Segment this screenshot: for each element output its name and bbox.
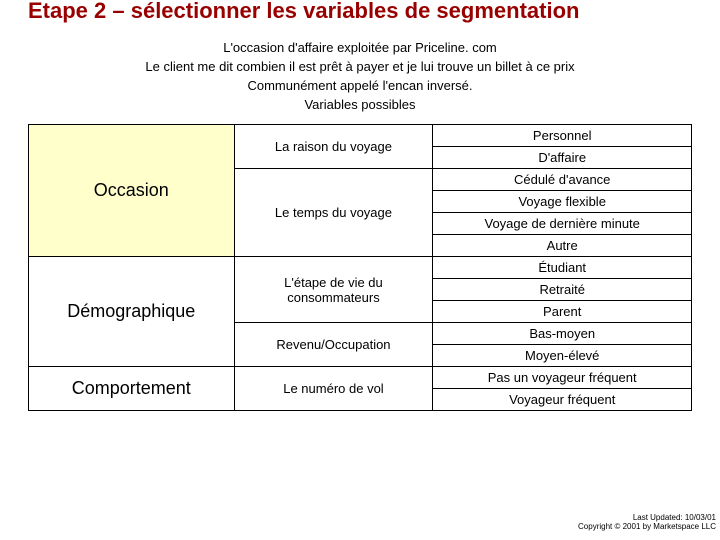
segmentation-table: Occasion La raison du voyage Personnel D… bbox=[28, 124, 692, 411]
value-cedule: Cédulé d'avance bbox=[433, 169, 692, 191]
intro-line: L'occasion d'affaire exploitée par Price… bbox=[28, 39, 692, 58]
value-personnel: Personnel bbox=[433, 125, 692, 147]
value-flexible: Voyage flexible bbox=[433, 191, 692, 213]
value-frequent: Voyageur fréquent bbox=[433, 389, 692, 411]
value-moyen: Moyen-élevé bbox=[433, 345, 692, 367]
mid-temps: Le temps du voyage bbox=[234, 169, 433, 257]
category-comportement: Comportement bbox=[29, 367, 235, 411]
value-autre: Autre bbox=[433, 235, 692, 257]
value-etudiant: Étudiant bbox=[433, 257, 692, 279]
value-bas: Bas-moyen bbox=[433, 323, 692, 345]
intro-line: Communément appelé l'encan inversé. bbox=[28, 77, 692, 96]
value-affaire: D'affaire bbox=[433, 147, 692, 169]
value-derniere: Voyage de dernière minute bbox=[433, 213, 692, 235]
mid-revenu: Revenu/Occupation bbox=[234, 323, 433, 367]
mid-raison: La raison du voyage bbox=[234, 125, 433, 169]
category-occasion: Occasion bbox=[29, 125, 235, 257]
category-demographique: Démographique bbox=[29, 257, 235, 367]
mid-etape: L'étape de vie du consommateurs bbox=[234, 257, 433, 323]
value-pas-frequent: Pas un voyageur fréquent bbox=[433, 367, 692, 389]
footer-updated: Last Updated: 10/03/01 bbox=[578, 513, 716, 523]
value-parent: Parent bbox=[433, 301, 692, 323]
slide-title: Etape 2 – sélectionner les variables de … bbox=[28, 0, 692, 27]
footer: Last Updated: 10/03/01 Copyright © 2001 … bbox=[578, 513, 716, 532]
mid-numero: Le numéro de vol bbox=[234, 367, 433, 411]
intro-text: L'occasion d'affaire exploitée par Price… bbox=[28, 39, 692, 114]
intro-line: Variables possibles bbox=[28, 96, 692, 115]
value-retraite: Retraité bbox=[433, 279, 692, 301]
intro-line: Le client me dit combien il est prêt à p… bbox=[28, 58, 692, 77]
footer-copyright: Copyright © 2001 by Marketspace LLC bbox=[578, 522, 716, 532]
